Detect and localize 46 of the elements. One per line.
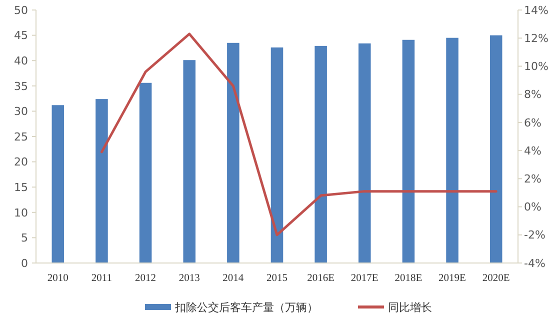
y-tick-label: 50	[14, 4, 28, 17]
x-tick-label: 2012	[135, 273, 156, 284]
x-tick-label: 2015	[266, 273, 288, 284]
legend-label: 扣除公交后客车产量（万辆）	[174, 300, 318, 314]
x-tick-label: 2014	[222, 273, 244, 284]
bar	[314, 46, 327, 263]
y2-tick-label: 12%	[524, 32, 548, 45]
y2-tick-label: 2%	[524, 172, 542, 186]
bar	[183, 60, 196, 263]
x-tick-label: 2016E	[307, 273, 335, 284]
y-tick-label: 5	[21, 232, 28, 245]
y-tick-label: 40	[14, 54, 28, 68]
bar	[96, 99, 108, 263]
y2-tick-label: 6%	[524, 116, 542, 130]
y2-tick-label: -4%	[524, 256, 546, 270]
bar	[358, 43, 371, 263]
bar	[139, 82, 152, 263]
x-tick-label: 2011	[91, 273, 112, 284]
y-tick-label: 35	[14, 80, 28, 93]
bar	[490, 35, 502, 263]
y-tick-label: 30	[14, 105, 28, 118]
y-tick-label: 20	[14, 156, 28, 169]
y2-tick-label: 14%	[524, 4, 548, 17]
x-tick-label: 2020E	[482, 273, 510, 284]
y-tick-label: 10	[14, 206, 28, 220]
x-tick-label: 2017E	[350, 273, 378, 284]
y2-tick-label: 4%	[524, 144, 542, 158]
bar	[52, 105, 64, 263]
y2-tick-label: -2%	[524, 228, 546, 242]
line-series	[100, 32, 498, 236]
y-tick-label: 15	[14, 180, 28, 194]
legend-label: 同比增长	[388, 300, 432, 314]
y2-tick-label: 8%	[524, 88, 542, 102]
bar	[227, 42, 240, 263]
bar	[446, 38, 458, 263]
x-tick-label: 2013	[178, 273, 200, 284]
x-tick-label: 2019E	[438, 273, 466, 284]
x-tick-label: 2010	[47, 273, 68, 284]
y-tick-label: 0	[21, 256, 28, 270]
x-tick-label: 2018E	[394, 273, 422, 284]
y2-tick-label: 0%	[524, 200, 542, 214]
y-tick-label: 45	[14, 29, 28, 42]
bar	[402, 40, 415, 263]
y-tick-label: 25	[14, 130, 28, 144]
bar	[270, 47, 284, 263]
y2-tick-label: 10%	[524, 60, 548, 74]
